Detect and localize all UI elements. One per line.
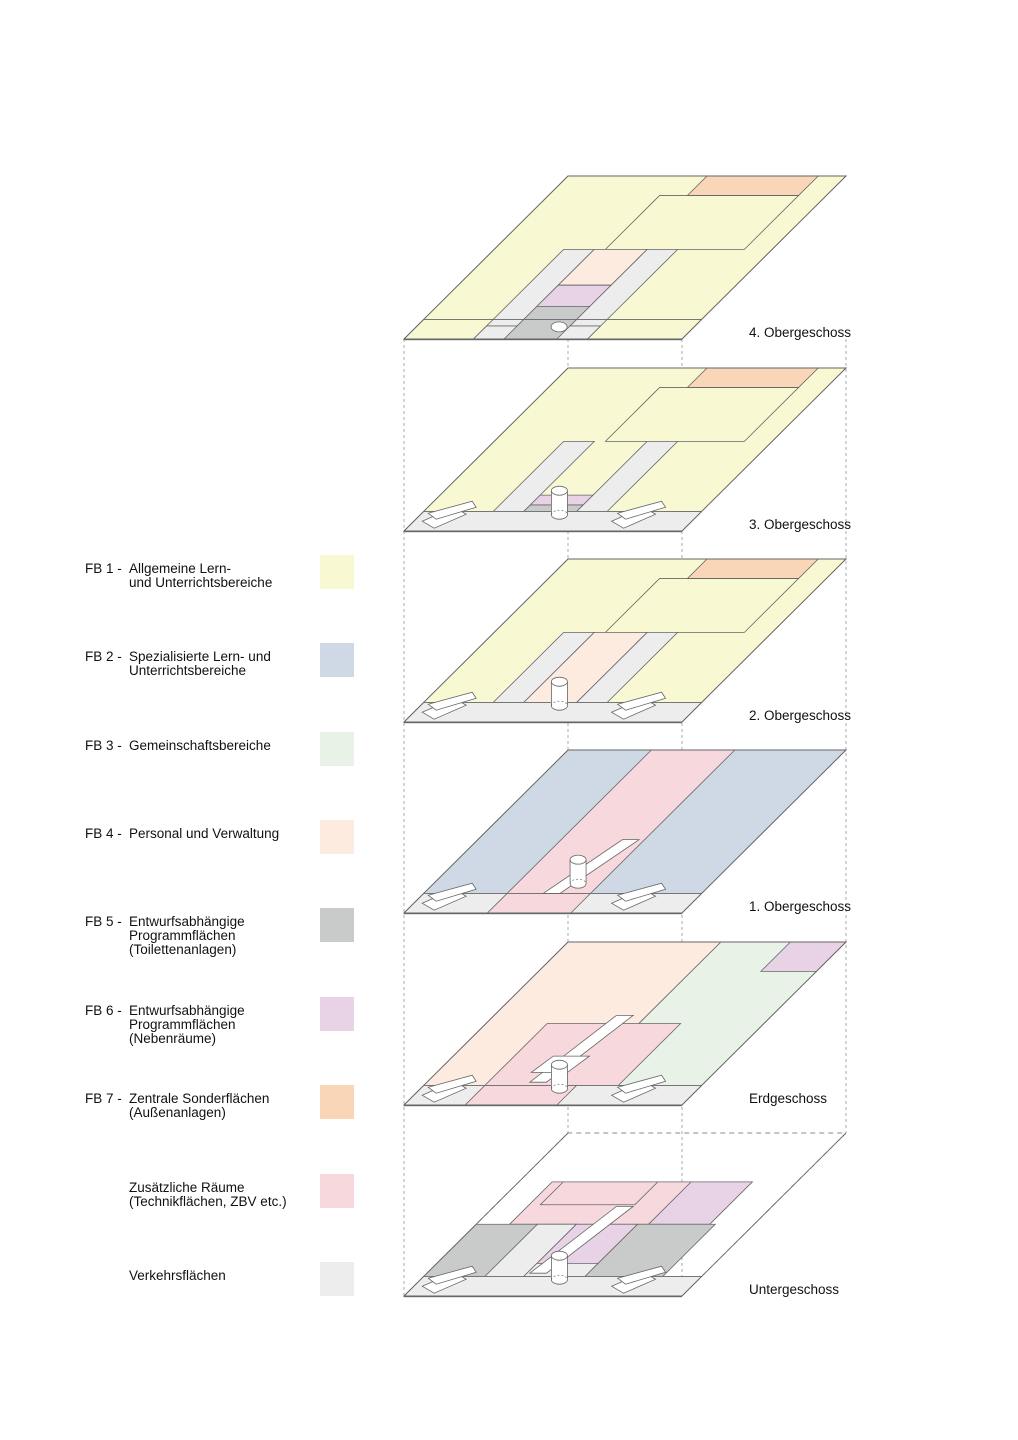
legend-item: FB 1 - Allgemeine Lern-und Unterrichtsber… [85, 555, 354, 590]
legend-label: (Technikflächen, ZBV etc.) [129, 1194, 287, 1209]
swatch-verkehr-icon [320, 1262, 354, 1296]
legend-label: Gemeinschaftsbereiche [129, 738, 271, 753]
legend-code: FB 1 - [85, 561, 122, 576]
legend-code: FB 7 - [85, 1091, 122, 1106]
legend-label: und Unterrichtsbereiche [129, 575, 272, 590]
slab-edge [404, 339, 682, 341]
swatch-fb5-icon [320, 908, 354, 942]
swatch-fb4-icon [320, 820, 354, 854]
slab-edge [404, 913, 682, 915]
floor-label: 4. Obergeschoss [749, 325, 851, 340]
legend-label: Verkehrsflächen [129, 1268, 226, 1283]
elevator-shaft-icon [569, 854, 587, 889]
legend-code: FB 6 - [85, 1003, 122, 1018]
floor-plates: 4. Obergeschoss 3. Obergeschoss 2. Oberges… [402, 175, 851, 1298]
floor-label: 1. Obergeschoss [749, 899, 851, 914]
floor-plate-og4: 4. Obergeschoss [402, 175, 851, 341]
legend-item: FB 7 - Zentrale Sonderflächen(Außenanlage… [85, 1085, 354, 1120]
floor-label: 3. Obergeschoss [749, 517, 851, 532]
legend-label: Zentrale Sonderflächen [129, 1091, 269, 1106]
elevator-shaft-icon [551, 485, 568, 520]
slab-edge [404, 531, 682, 533]
slab-edge [404, 1296, 682, 1298]
swatch-fb1-icon [320, 555, 354, 589]
legend-item: FB 2 - Spezialisierte Lern- undUnterricht… [85, 643, 354, 678]
zone-fb7 [686, 175, 820, 196]
legend-label: Spezialisierte Lern- und [129, 649, 271, 664]
zone-fb1 [604, 578, 800, 633]
floor-plate-og1: 1. Obergeschoss [402, 749, 851, 915]
stair-icon [610, 500, 667, 529]
stair-icon [610, 691, 667, 720]
legend-label: Zusätzliche Räume [129, 1180, 245, 1195]
legend-label: Entwurfsabhängige [129, 1003, 245, 1018]
legend-label: Unterrichtsbereiche [129, 663, 246, 678]
legend-item: Verkehrsflächen [129, 1262, 354, 1296]
slab-edge [404, 1105, 682, 1107]
legend-label: Programmflächen [129, 1017, 236, 1032]
legend-item: FB 4 - Personal und Verwaltung [85, 820, 354, 854]
swatch-fb2-icon [320, 643, 354, 677]
zone-fb7 [686, 367, 820, 388]
slab-edge [404, 722, 682, 724]
elevator-shaft-icon [550, 321, 568, 333]
legend-item: FB 5 - EntwurfsabhängigeProgrammflächen(T… [85, 908, 354, 957]
zone-fb1 [604, 195, 800, 250]
stair-icon [421, 1265, 477, 1294]
floor-plate-ug: Untergeschoss [402, 1132, 847, 1298]
legend-code: FB 3 - [85, 738, 122, 753]
legend-label: Entwurfsabhängige [129, 914, 245, 929]
legend-label: (Außenanlagen) [129, 1105, 226, 1120]
legend-item: Zusätzliche Räume(Technikflächen, ZBV et… [129, 1174, 354, 1209]
elevator-shaft-icon [551, 676, 568, 711]
swatch-zusatz-icon [320, 1174, 354, 1208]
legend-label: Programmflächen [129, 928, 236, 943]
legend-label: (Nebenräume) [129, 1031, 216, 1046]
legend-code: FB 2 - [85, 649, 122, 664]
legend: FB 1 - Allgemeine Lern-und Unterrichtsber… [85, 555, 354, 1296]
floor-plate-og2: 2. Obergeschoss [402, 558, 851, 724]
stair-icon [421, 691, 477, 720]
floor-plate-og3: 3. Obergeschoss [402, 367, 851, 533]
zone-zusatz [539, 1181, 659, 1206]
legend-code: FB 4 - [85, 826, 122, 841]
stair-icon [610, 1265, 667, 1294]
swatch-fb7-icon [320, 1085, 354, 1119]
legend-item: FB 3 - Gemeinschaftsbereiche [85, 732, 354, 766]
stair-icon [421, 1074, 477, 1103]
swatch-fb6-icon [320, 997, 354, 1031]
floor-label: Erdgeschoss [749, 1091, 827, 1106]
stair-icon [610, 882, 667, 911]
stair-icon [421, 500, 477, 529]
stair-icon [541, 839, 641, 894]
stair-icon [421, 882, 477, 911]
elevator-shaft-icon [551, 1250, 568, 1285]
swatch-fb3-icon [320, 732, 354, 766]
legend-label: (Toilettenanlagen) [129, 942, 236, 957]
floor-plate-eg: Erdgeschoss [402, 941, 848, 1107]
legend-code: FB 5 - [85, 914, 122, 929]
stair-icon [610, 1074, 667, 1103]
floor-label: 2. Obergeschoss [749, 708, 851, 723]
floor-label: Untergeschoss [749, 1282, 839, 1297]
zone-fb1 [604, 387, 800, 442]
elevator-shaft-icon [551, 1059, 568, 1094]
legend-label: Allgemeine Lern- [129, 561, 231, 576]
legend-item: FB 6 - EntwurfsabhängigeProgrammflächen(N… [85, 997, 354, 1046]
legend-label: Personal und Verwaltung [129, 826, 279, 841]
zone-fb7 [686, 558, 820, 579]
